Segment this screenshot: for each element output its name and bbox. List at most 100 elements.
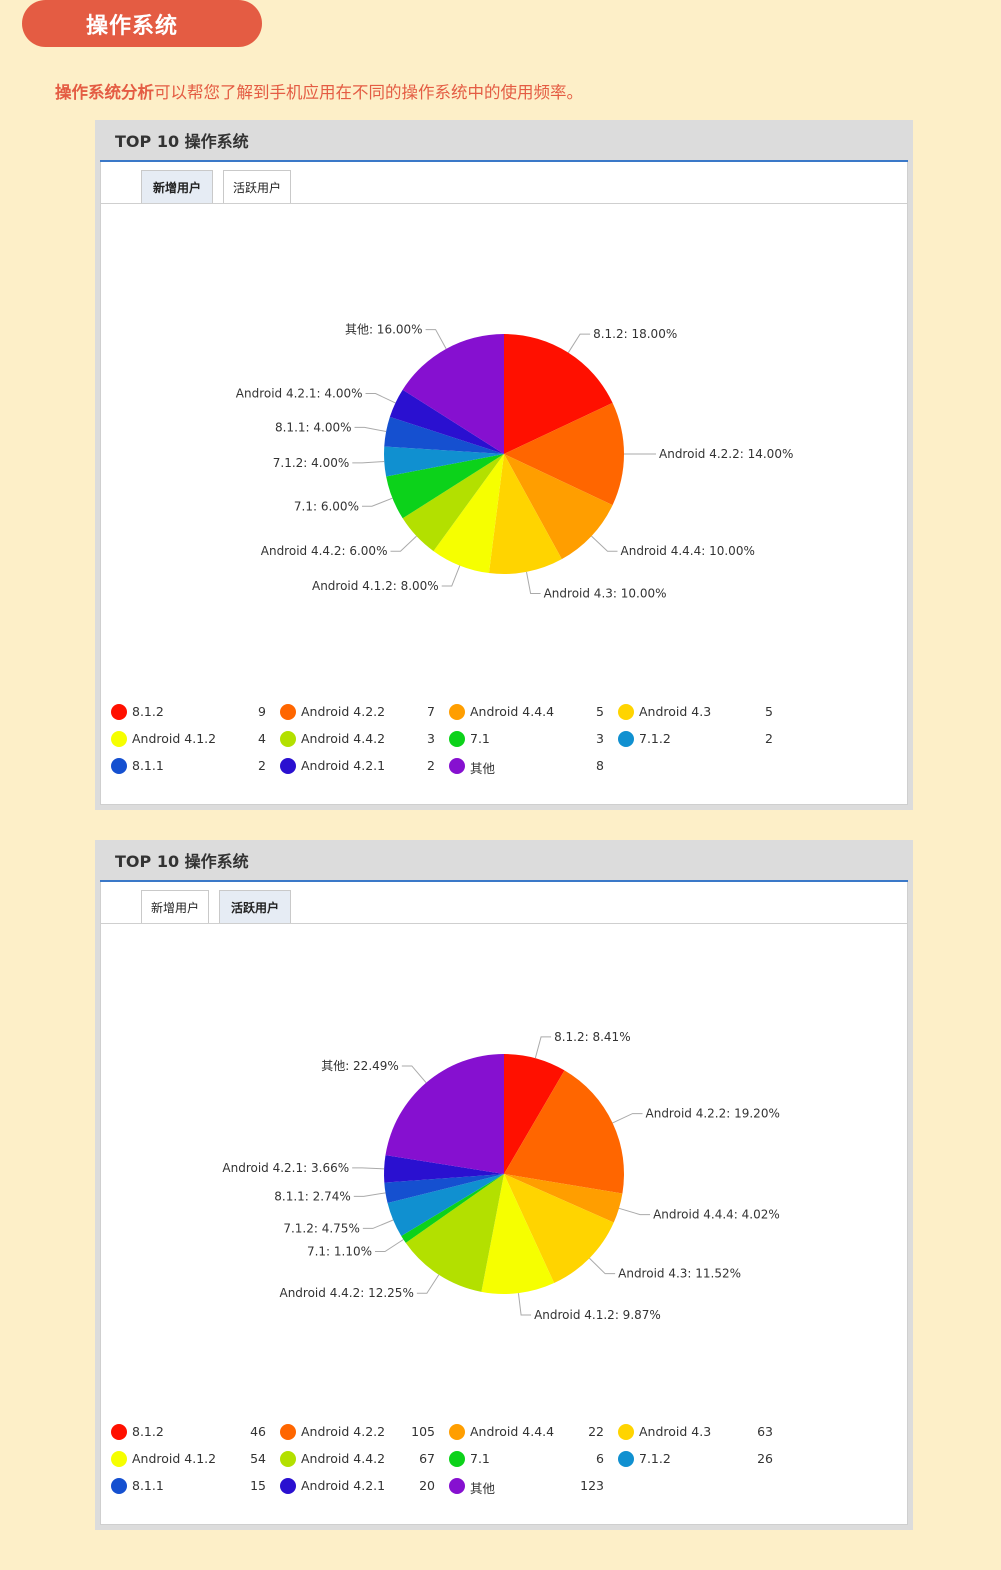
data-label-connector: [416, 1274, 440, 1294]
legend-label: 7.1.2: [639, 731, 671, 746]
legend-value: 9: [258, 704, 266, 719]
legend-item-8-1-2[interactable]: 8.1.2 46: [111, 1422, 276, 1442]
legend-label: Android 4.4.2: [301, 1451, 386, 1466]
pie-slice-android-4-1-2[interactable]: [433, 454, 504, 574]
intro-body: 可以帮您了解到手机应用在不同的操作系统中的使用频率。: [154, 83, 583, 102]
legend-item-android-4-3[interactable]: Android 4.3 5: [618, 702, 783, 722]
pie-slice-android-4-4-4[interactable]: [504, 454, 613, 560]
pie-slice-other[interactable]: [385, 1054, 504, 1174]
legend-label: 8.1.2: [132, 1424, 164, 1439]
pie-slice-8-1-2[interactable]: [504, 334, 613, 454]
data-label-android-4-4-4: Android 4.4.4: 10.00%: [621, 544, 755, 558]
pie-slice-android-4-3[interactable]: [488, 454, 562, 574]
tabs-divider: [101, 203, 907, 204]
legend-item-8-1-1[interactable]: 8.1.1 15: [111, 1476, 276, 1496]
panel-title: TOP 10 操作系统: [115, 132, 249, 151]
legend-dot-icon: [111, 1478, 127, 1494]
legend-item-android-4-1-2[interactable]: Android 4.1.2 54: [111, 1449, 276, 1469]
legend-value: 22: [588, 1424, 604, 1439]
legend-item-8-1-1[interactable]: 8.1.1 2: [111, 756, 276, 776]
legend-value: 7: [427, 704, 435, 719]
data-label-android-4-1-2: Android 4.1.2: 8.00%: [312, 579, 439, 593]
legend-value: 4: [258, 731, 266, 746]
legend-dot-icon: [449, 1451, 465, 1467]
legend-dot-icon: [449, 1478, 465, 1494]
legend-value: 5: [596, 704, 604, 719]
data-label-connector: [390, 535, 417, 552]
legend-label: 7.1: [470, 1451, 490, 1466]
data-label-android-4-4-4: Android 4.4.4: 4.02%: [653, 1208, 780, 1222]
pie-slice-android-4-2-1[interactable]: [383, 1155, 504, 1183]
legend-value: 2: [258, 758, 266, 773]
section-header: 操作系统: [22, 0, 262, 47]
pie-slice-android-4-2-2[interactable]: [504, 402, 624, 506]
pie-slice-7-1-2[interactable]: [387, 1174, 504, 1236]
data-label-connector: [517, 1293, 532, 1316]
legend-item-7-1-2[interactable]: 7.1.2 26: [618, 1449, 783, 1469]
os-panel-active-users: TOP 10 操作系统 新增用户 活跃用户 8.1.2: 8.41% Androi…: [95, 840, 913, 1530]
tab-new-users[interactable]: 新增用户: [141, 890, 209, 923]
tab-active-users[interactable]: 活跃用户: [219, 890, 291, 923]
legend-item-android-4-2-1[interactable]: Android 4.2.1 20: [280, 1476, 445, 1496]
legend-label: 7.1: [470, 731, 490, 746]
pie-slice-android-4-4-4[interactable]: [504, 1174, 623, 1223]
data-label-7-1: 7.1: 1.10%: [307, 1244, 372, 1258]
legend-item-android-4-1-2[interactable]: Android 4.1.2 4: [111, 729, 276, 749]
pie-slice-android-4-4-2[interactable]: [405, 1174, 504, 1292]
panel-divider: [100, 160, 908, 162]
pie-slice-7-1[interactable]: [386, 454, 504, 519]
legend-item-7-1-2[interactable]: 7.1.2 2: [618, 729, 783, 749]
pie-slice-other[interactable]: [402, 334, 504, 454]
legend-item-other[interactable]: 其他 8: [449, 756, 614, 776]
pie-slice-7-1[interactable]: [401, 1174, 504, 1243]
legend-item-android-4-2-2[interactable]: Android 4.2.2 105: [280, 1422, 445, 1442]
legend-label: 8.1.2: [132, 704, 164, 719]
legend-label: Android 4.4.4: [470, 1424, 555, 1439]
legend-value: 105: [411, 1424, 435, 1439]
legend-item-8-1-2[interactable]: 8.1.2 9: [111, 702, 276, 722]
tab-active-users[interactable]: 活跃用户: [223, 170, 291, 203]
pie-slice-android-4-2-1[interactable]: [389, 389, 504, 454]
panel-divider: [100, 880, 908, 882]
pie-slice-android-4-4-2[interactable]: [402, 454, 504, 552]
legend-item-android-4-4-2[interactable]: Android 4.4.2 67: [280, 1449, 445, 1469]
pie-slice-android-4-3[interactable]: [504, 1174, 614, 1284]
legend-label: Android 4.1.2: [132, 731, 217, 746]
pie-slice-7-1-2[interactable]: [384, 446, 504, 477]
os-panel-new-users: TOP 10 操作系统 新增用户 活跃用户 8.1.2: 18.00% Andro…: [95, 120, 913, 810]
pie-slice-8-1-2[interactable]: [504, 1054, 565, 1174]
legend-label: Android 4.3: [639, 1424, 712, 1439]
data-label-connector: [525, 571, 541, 594]
legend-dot-icon: [618, 731, 634, 747]
legend-label: Android 4.1.2: [132, 1451, 217, 1466]
pie-chart: 8.1.2: 8.41% Android 4.2.2: 19.20% Android…: [222, 1030, 780, 1322]
legend-label: 7.1.2: [639, 1451, 671, 1466]
legend-value: 63: [757, 1424, 773, 1439]
pie-slice-8-1-1[interactable]: [384, 416, 504, 454]
legend-value: 15: [250, 1478, 266, 1493]
legend-item-android-4-4-2[interactable]: Android 4.4.2 3: [280, 729, 445, 749]
data-label-7-1-2: 7.1.2: 4.75%: [283, 1221, 360, 1235]
legend-item-android-4-3[interactable]: Android 4.3 63: [618, 1422, 783, 1442]
pie-slice-android-4-2-2[interactable]: [504, 1070, 624, 1194]
legend-item-7-1[interactable]: 7.1 3: [449, 729, 614, 749]
pie-slice-android-4-1-2[interactable]: [481, 1174, 555, 1294]
legend-item-other[interactable]: 其他 123: [449, 1476, 614, 1496]
legend-label: Android 4.2.2: [301, 1424, 386, 1439]
legend-item-android-4-4-4[interactable]: Android 4.4.4 22: [449, 1422, 614, 1442]
legend-item-android-4-4-4[interactable]: Android 4.4.4 5: [449, 702, 614, 722]
tabs-divider: [101, 923, 907, 924]
pie-slice-8-1-1[interactable]: [384, 1174, 504, 1204]
legend-item-7-1[interactable]: 7.1 6: [449, 1449, 614, 1469]
data-label-connector: [352, 1167, 385, 1170]
pie-chart: 8.1.2: 18.00% Android 4.2.2: 14.00% Androi…: [236, 323, 794, 601]
tab-new-users[interactable]: 新增用户: [141, 170, 213, 203]
legend-value: 8: [596, 758, 604, 773]
legend-label: 8.1.1: [132, 758, 164, 773]
legend-item-android-4-2-2[interactable]: Android 4.2.2 7: [280, 702, 445, 722]
legend-label: 8.1.1: [132, 1478, 164, 1493]
data-label-connector: [618, 1207, 651, 1216]
panel-body: 新增用户 活跃用户 8.1.2: 18.00% Android 4.2.2: 14…: [100, 162, 908, 805]
data-label-connector: [401, 1065, 427, 1084]
legend-item-android-4-2-1[interactable]: Android 4.2.1 2: [280, 756, 445, 776]
